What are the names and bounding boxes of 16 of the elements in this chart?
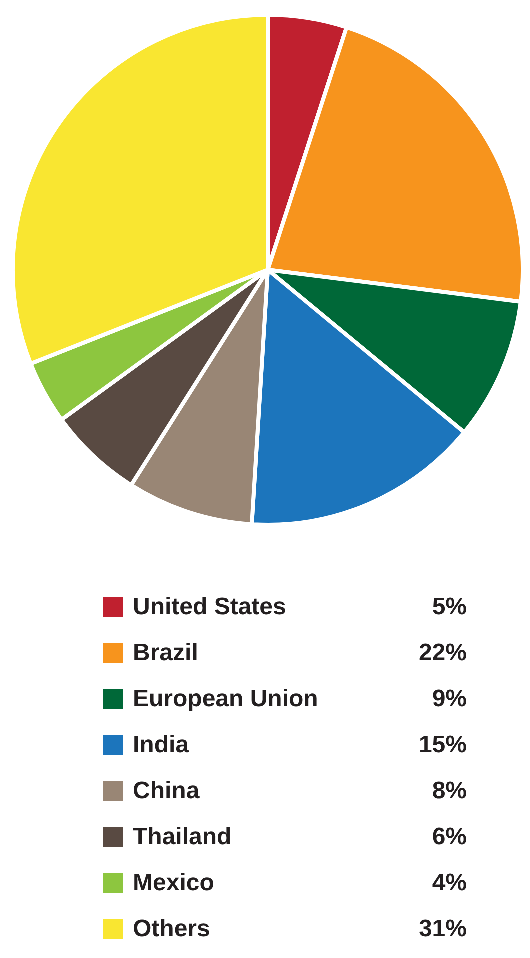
- data-label: 6%: [432, 824, 467, 850]
- data-label: 9%: [432, 686, 467, 712]
- legend-label: China: [133, 778, 200, 804]
- legend-label: European Union: [133, 686, 318, 712]
- data-label: 8%: [432, 778, 467, 804]
- legend-label: Thailand: [133, 824, 232, 850]
- data-label: 22%: [418, 640, 467, 666]
- legend-label: United States: [133, 594, 286, 620]
- legend-label: India: [133, 732, 190, 758]
- data-label: 15%: [418, 732, 467, 758]
- data-label: 31%: [418, 916, 467, 942]
- legend-label: Mexico: [133, 870, 214, 896]
- data-label: 4%: [432, 870, 467, 896]
- legend-label: Others: [133, 916, 210, 942]
- legend-label: Brazil: [133, 640, 198, 666]
- data-label: 5%: [432, 594, 467, 620]
